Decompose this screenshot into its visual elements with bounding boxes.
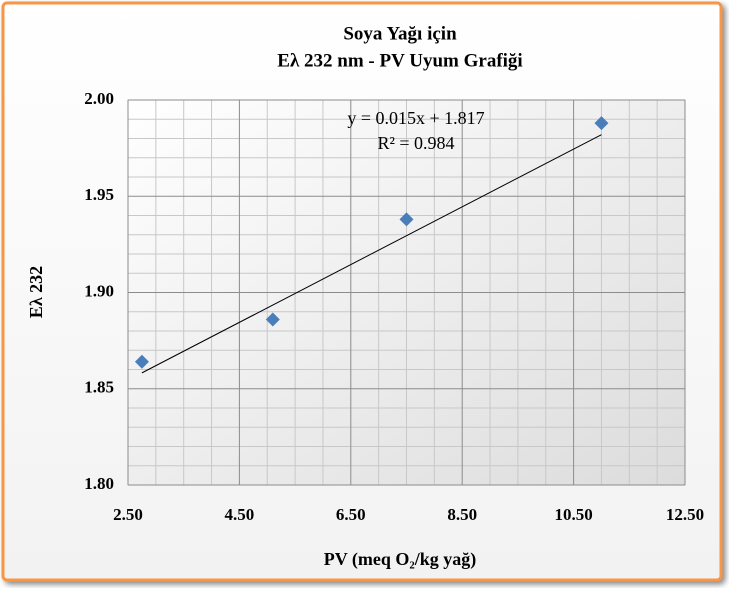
y-tick-label: 1.80 — [84, 474, 114, 493]
x-tick-label: 12.50 — [666, 505, 704, 524]
x-tick-label: 8.50 — [447, 505, 477, 524]
y-tick-label: 1.85 — [84, 378, 114, 397]
x-tick-label: 6.50 — [336, 505, 366, 524]
data-point — [134, 354, 149, 369]
data-point — [265, 312, 280, 327]
x-axis-title: PV (meq O₂/kg yağ) — [324, 549, 477, 570]
data-point — [594, 116, 609, 131]
trendline-equation: y = 0.015x + 1.817 — [347, 108, 484, 128]
y-tick-label: 2.00 — [84, 89, 114, 108]
data-point — [399, 212, 414, 227]
x-tick-label: 4.50 — [225, 505, 255, 524]
y-tick-label: 1.95 — [84, 185, 114, 204]
x-tick-label: 10.50 — [554, 505, 592, 524]
chart-title: Soya Yağı için — [343, 23, 457, 44]
x-tick-label: 2.50 — [113, 505, 143, 524]
trendline — [141, 134, 602, 374]
y-axis-title: Eλ 232 — [26, 266, 46, 318]
r-squared: R² = 0.984 — [377, 133, 454, 153]
y-tick-label: 1.90 — [84, 281, 114, 300]
chart-subtitle: Eλ 232 nm - PV Uyum Grafiği — [277, 50, 522, 71]
